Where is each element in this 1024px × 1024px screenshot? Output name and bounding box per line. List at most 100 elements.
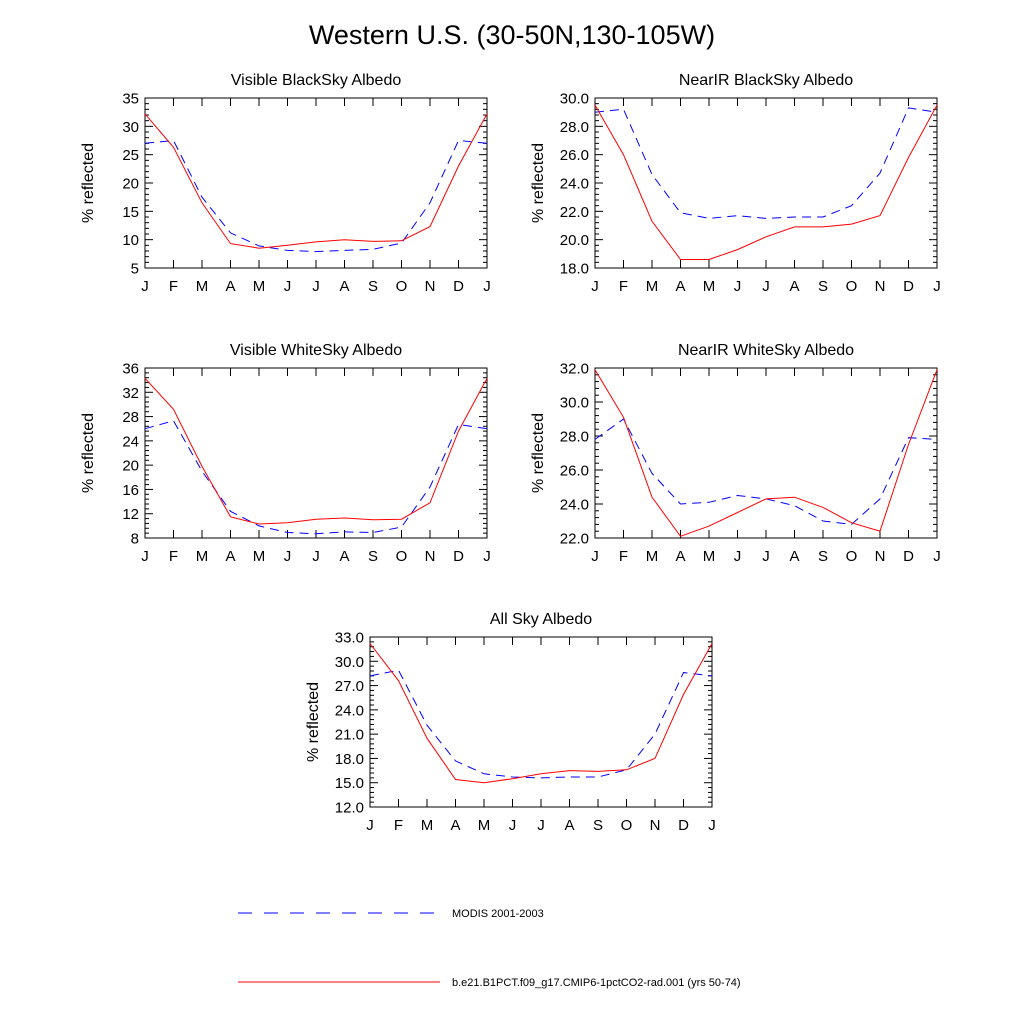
y-tick-label: 28 [122, 409, 139, 426]
y-tick-label: 32 [122, 385, 139, 402]
series-line-model [144, 113, 488, 249]
plot-frame [144, 97, 488, 269]
x-tick-label: S [818, 278, 828, 295]
x-tick-label: N [425, 278, 436, 295]
x-tick-label: O [846, 278, 858, 295]
x-tick-label: O [621, 817, 633, 834]
x-tick-label: A [225, 278, 235, 295]
y-tick-label: 30.0 [335, 654, 364, 671]
x-tick-label: O [396, 548, 408, 565]
x-tick-label: J [366, 817, 374, 834]
y-tick-label: 35 [122, 91, 139, 108]
x-tick-label: M [253, 278, 266, 295]
series-line-model [144, 377, 488, 525]
x-tick-label: M [421, 817, 434, 834]
y-tick-label: 15.0 [335, 775, 364, 792]
y-tick-label: 24.0 [560, 497, 589, 514]
x-tick-label: J [708, 817, 716, 834]
y-axis-label: % reflected [305, 682, 322, 762]
y-tick-label: 30.0 [560, 395, 589, 412]
x-tick-label: A [675, 278, 685, 295]
x-tick-label: J [933, 278, 941, 295]
x-tick-label: J [312, 548, 320, 565]
x-tick-label: A [564, 817, 574, 834]
x-tick-label: J [284, 278, 292, 295]
series-line-model [594, 104, 938, 260]
y-tick-label: 20 [122, 176, 139, 193]
panel-title: Visible BlackSky Albedo [231, 72, 402, 89]
x-tick-label: F [169, 278, 178, 295]
plot-frame [594, 97, 938, 269]
x-tick-label: D [678, 817, 689, 834]
y-tick-label: 28.0 [560, 429, 589, 446]
x-tick-label: N [875, 278, 886, 295]
y-tick-label: 5 [131, 261, 139, 278]
x-tick-label: M [646, 278, 659, 295]
y-tick-label: 20.0 [560, 232, 589, 249]
x-tick-label: M [478, 817, 491, 834]
y-axis-label: % reflected [530, 413, 547, 493]
plot-frame [144, 367, 488, 539]
y-tick-label: 18.0 [560, 261, 589, 278]
x-tick-label: J [483, 548, 491, 565]
y-tick-label: 26.0 [560, 147, 589, 164]
y-tick-label: 20 [122, 458, 139, 475]
x-tick-label: S [368, 278, 378, 295]
panel-title: All Sky Albedo [490, 611, 592, 628]
y-tick-label: 22.0 [560, 531, 589, 548]
x-tick-label: J [483, 278, 491, 295]
y-tick-label: 24.0 [560, 176, 589, 193]
x-tick-label: J [734, 278, 742, 295]
series-line-modis [369, 669, 713, 779]
x-tick-label: D [903, 548, 914, 565]
x-tick-label: A [675, 548, 685, 565]
panel-title: Visible WhiteSky Albedo [230, 342, 402, 359]
y-tick-label: 16 [122, 482, 139, 499]
plot-frame [369, 636, 713, 808]
panel-title: NearIR WhiteSky Albedo [678, 342, 854, 359]
x-tick-label: J [141, 548, 149, 565]
x-tick-label: M [703, 278, 716, 295]
x-tick-label: M [703, 548, 716, 565]
y-axis-label: % reflected [80, 143, 97, 223]
y-tick-label: 22.0 [560, 204, 589, 221]
legend-label-model: b.e21.B1PCT.f09_g17.CMIP6-1pctCO2-rad.00… [452, 977, 741, 989]
x-tick-label: J [537, 817, 545, 834]
x-tick-label: F [619, 278, 628, 295]
x-tick-label: S [593, 817, 603, 834]
y-tick-label: 18.0 [335, 751, 364, 768]
x-tick-label: J [312, 278, 320, 295]
y-tick-label: 10 [122, 232, 139, 249]
x-tick-label: J [591, 548, 599, 565]
legend-label-modis: MODIS 2001-2003 [452, 908, 544, 920]
x-tick-label: A [339, 278, 349, 295]
series-line-modis [594, 107, 938, 219]
x-tick-label: J [284, 548, 292, 565]
x-tick-label: J [141, 278, 149, 295]
y-tick-label: 12 [122, 506, 139, 523]
x-tick-label: M [196, 548, 209, 565]
x-tick-label: J [933, 548, 941, 565]
y-axis-label: % reflected [530, 143, 547, 223]
x-tick-label: D [453, 548, 464, 565]
x-tick-label: N [650, 817, 661, 834]
y-tick-label: 30 [122, 119, 139, 136]
x-tick-label: A [339, 548, 349, 565]
x-tick-label: F [619, 548, 628, 565]
x-tick-label: M [196, 278, 209, 295]
x-tick-label: J [762, 278, 770, 295]
y-axis-label: % reflected [80, 413, 97, 493]
legend: MODIS 2001-2003 b.e21.B1PCT.f09_g17.CMIP… [238, 908, 741, 989]
y-tick-label: 26.0 [560, 463, 589, 480]
y-tick-label: 24 [122, 433, 139, 450]
x-tick-label: D [903, 278, 914, 295]
series-line-model [594, 369, 938, 537]
x-tick-label: M [253, 548, 266, 565]
x-tick-label: S [368, 548, 378, 565]
